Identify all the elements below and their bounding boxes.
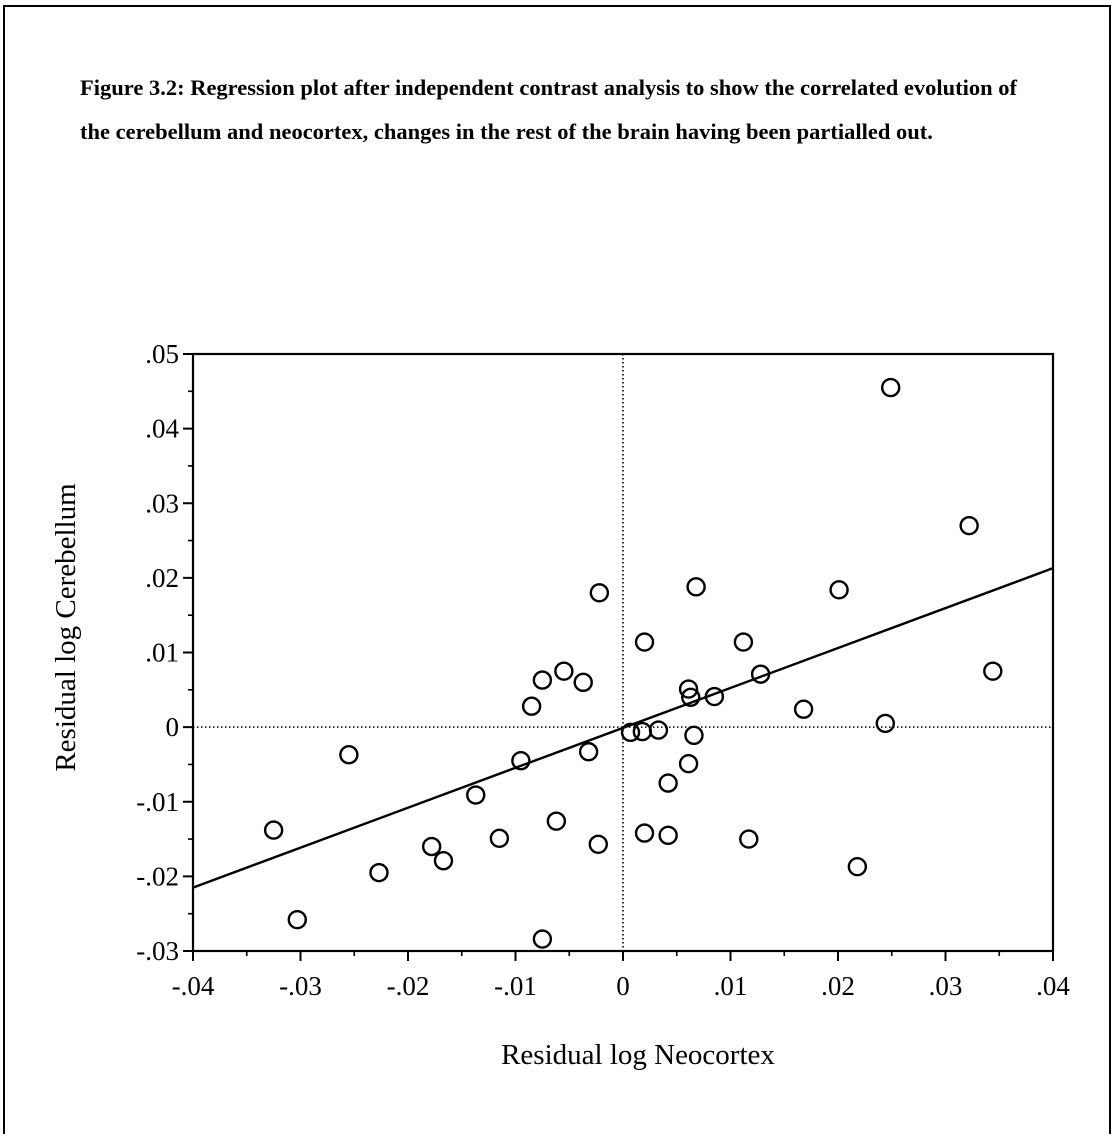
data-point bbox=[632, 721, 653, 742]
x-tick-label: .02 bbox=[821, 971, 855, 1001]
data-point bbox=[648, 720, 669, 740]
data-point bbox=[588, 834, 608, 854]
data-point bbox=[684, 725, 704, 746]
data-point bbox=[704, 686, 725, 707]
data-point bbox=[433, 851, 454, 871]
y-tick-label: -.03 bbox=[136, 936, 179, 966]
data-point bbox=[532, 670, 553, 690]
data-point bbox=[521, 696, 542, 716]
y-tick-label: -.02 bbox=[136, 861, 179, 891]
data-point bbox=[983, 661, 1003, 681]
x-tick-label: -.01 bbox=[494, 971, 537, 1001]
figure-caption: Figure 3.2: Regression plot after indepe… bbox=[80, 75, 1018, 144]
data-point bbox=[489, 828, 510, 849]
y-axis-label: Residual log Cerebellum bbox=[50, 483, 82, 772]
data-point bbox=[793, 699, 814, 719]
y-tick-label: .02 bbox=[145, 563, 179, 593]
data-point bbox=[829, 580, 849, 600]
data-point bbox=[686, 577, 706, 597]
data-point bbox=[554, 661, 574, 681]
y-tick-label: -.01 bbox=[136, 787, 179, 817]
data-points bbox=[263, 377, 1003, 949]
data-point bbox=[959, 515, 979, 536]
data-point bbox=[678, 679, 699, 699]
y-tick-label: 0 bbox=[166, 712, 180, 742]
data-point bbox=[739, 829, 759, 849]
data-point bbox=[546, 811, 567, 831]
reference-lines bbox=[193, 354, 1053, 951]
data-point bbox=[263, 820, 284, 840]
x-tick-label: .04 bbox=[1036, 971, 1070, 1001]
data-point bbox=[678, 753, 699, 774]
data-point bbox=[847, 856, 868, 877]
data-point bbox=[620, 722, 641, 743]
x-tick-label: .03 bbox=[929, 971, 963, 1001]
figure-frame bbox=[3, 5, 1111, 1134]
data-point bbox=[658, 825, 678, 846]
data-point bbox=[589, 583, 610, 603]
y-tick-label: .01 bbox=[145, 638, 179, 668]
data-point bbox=[511, 751, 531, 771]
y-tick-label: .03 bbox=[145, 488, 179, 518]
x-tick-label: -.02 bbox=[387, 971, 430, 1001]
y-tick-label: .05 bbox=[145, 339, 179, 369]
data-point bbox=[681, 687, 701, 707]
y-tick-label: .04 bbox=[145, 414, 179, 444]
plot-frame bbox=[191, 352, 1055, 953]
data-point bbox=[578, 742, 599, 762]
data-point bbox=[421, 836, 442, 857]
x-tick-label: .01 bbox=[714, 971, 748, 1001]
data-point bbox=[880, 377, 901, 398]
data-point bbox=[369, 862, 389, 883]
x-tick-label: -.03 bbox=[279, 971, 322, 1001]
plot-area-border bbox=[191, 352, 1055, 953]
data-point bbox=[875, 713, 895, 734]
data-point bbox=[658, 773, 678, 793]
x-axis-label: Residual log Neocortex bbox=[501, 1039, 775, 1071]
axis-ticks: -.04 -.03 -.02 -.01 0 .01 .02 .03 .04 -.03 -.02 -.0… bbox=[136, 339, 1070, 1001]
data-point bbox=[634, 632, 655, 652]
data-point bbox=[287, 909, 307, 930]
data-point bbox=[750, 664, 771, 684]
data-point bbox=[733, 632, 754, 652]
data-point bbox=[634, 823, 655, 843]
data-point bbox=[466, 785, 486, 805]
x-tick-label: 0 bbox=[616, 971, 630, 1001]
data-point bbox=[532, 929, 553, 949]
x-tick-label: -.04 bbox=[172, 971, 215, 1001]
axis-labels: Residual log Neocortex Residual log Cereb… bbox=[50, 483, 775, 1071]
data-point bbox=[339, 745, 359, 765]
data-point bbox=[573, 672, 593, 693]
